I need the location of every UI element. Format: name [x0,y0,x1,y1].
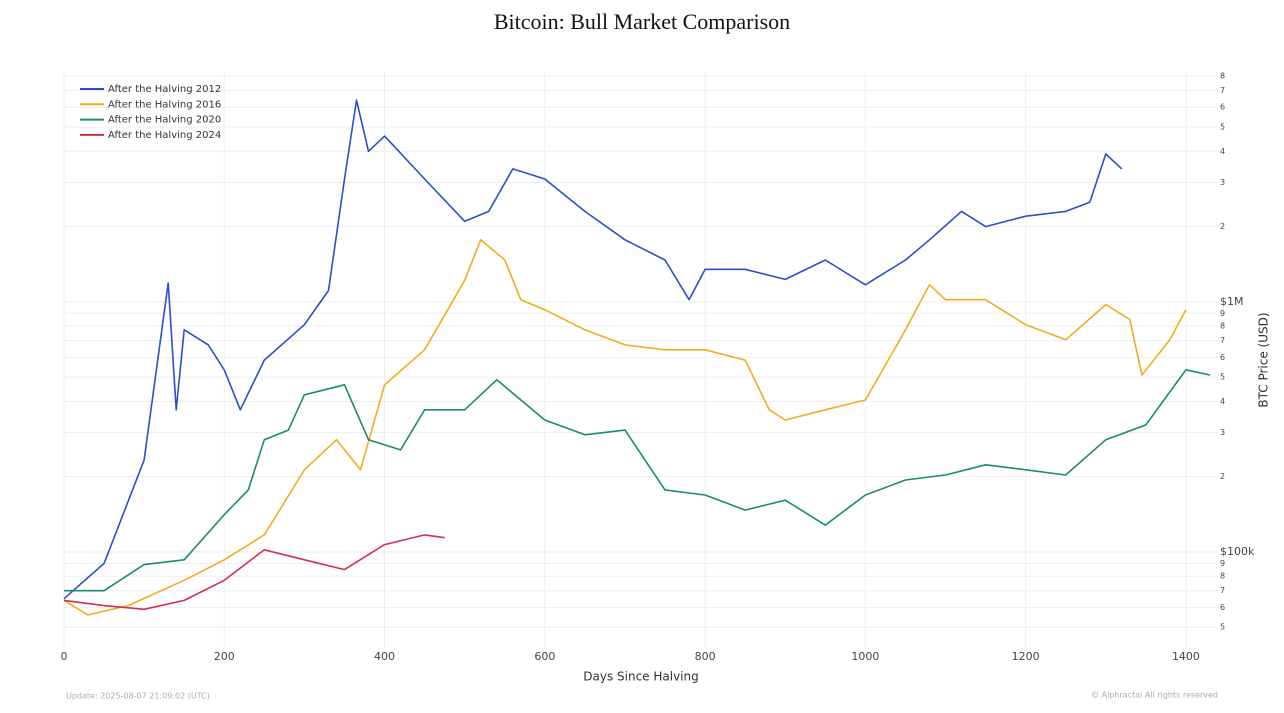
x-tick-label: 400 [374,650,395,663]
x-tick-label: 600 [534,650,555,663]
y-tick-label: 9 [1220,309,1225,318]
chart-title: Bitcoin: Bull Market Comparison [494,9,790,34]
y-tick-label: 4 [1220,147,1225,156]
series-line [63,239,1187,616]
x-tick-label: 1200 [1012,650,1040,663]
x-tick-label: 800 [695,650,716,663]
x-axis-title: Days Since Halving [583,670,698,684]
legend-label: After the Halving 2016 [108,99,221,110]
x-tick-label: 200 [214,650,235,663]
legend-label: After the Halving 2020 [108,115,221,126]
y-tick-label: 7 [1220,586,1225,595]
y-tick-label: 8 [1220,71,1225,80]
y-tick-label: 2 [1220,472,1225,481]
credit: © Alphractal All rights reserved [1091,691,1218,700]
y-tick-label: 2 [1220,222,1225,231]
series-line [63,99,1123,600]
y-tick-label: 3 [1220,178,1225,187]
y-tick-label: 5 [1220,123,1225,132]
y-tick-label: 5 [1220,373,1225,382]
update-note: Update: 2025-08-07 21:09:02 (UTC) [66,692,210,701]
y-tick-label: $100k [1220,545,1255,558]
x-tick-label: 0 [61,650,68,663]
legend-label: After the Halving 2012 [108,84,221,95]
y-tick-label: 9 [1220,559,1225,568]
y-tick-label: 8 [1220,572,1225,581]
series-line [63,534,445,611]
y-tick-label: 6 [1220,103,1225,112]
x-tick-label: 1000 [851,650,879,663]
y-tick-label: 6 [1220,353,1225,362]
series-line [64,369,1211,592]
y-tick-label: $1M [1220,295,1244,308]
y-axis-title: BTC Price (USD) [1257,312,1271,407]
legend-label: After the Halving 2024 [108,130,221,141]
y-tick-label: 7 [1220,86,1225,95]
y-tick-label: 5 [1220,623,1225,632]
y-tick-label: 8 [1220,322,1225,331]
y-tick-label: 3 [1220,428,1225,437]
x-tick-label: 1400 [1172,650,1200,663]
y-tick-label: 4 [1220,397,1225,406]
y-tick-label: 6 [1220,603,1225,612]
y-tick-label: 7 [1220,336,1225,345]
